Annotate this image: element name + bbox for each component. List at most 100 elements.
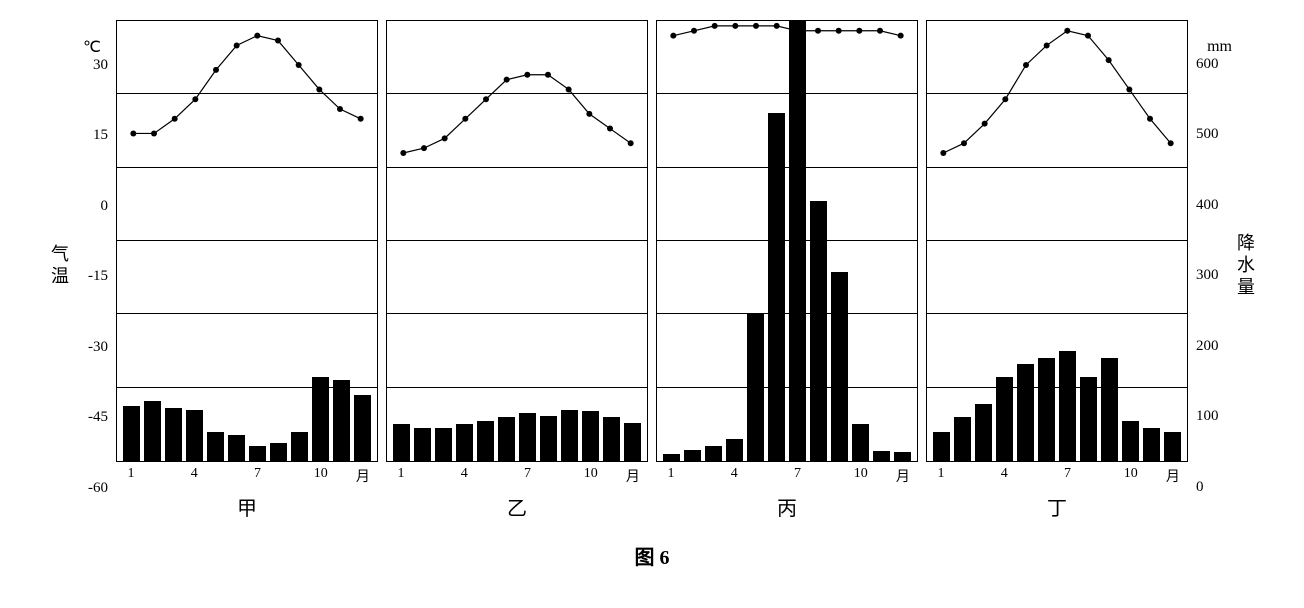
right-tick: 500 bbox=[1196, 126, 1228, 143]
x-tick bbox=[435, 466, 451, 486]
temp-line bbox=[117, 21, 377, 461]
temp-marker bbox=[1064, 28, 1070, 34]
temp-marker bbox=[442, 135, 448, 141]
x-tick: 月 bbox=[1165, 466, 1181, 486]
temp-marker bbox=[545, 72, 551, 78]
temp-polyline bbox=[673, 26, 900, 36]
x-tick bbox=[562, 466, 578, 486]
x-tick: 4 bbox=[996, 466, 1012, 486]
temp-marker bbox=[712, 23, 718, 29]
x-tick bbox=[498, 466, 514, 486]
x-tick bbox=[541, 466, 557, 486]
temp-marker bbox=[462, 116, 468, 122]
temp-marker bbox=[940, 150, 946, 156]
temp-marker bbox=[213, 67, 219, 73]
right-ticks: 6005004003002001000 bbox=[1192, 56, 1232, 496]
plot-area bbox=[116, 20, 378, 462]
temp-marker bbox=[1168, 140, 1174, 146]
temp-marker bbox=[337, 106, 343, 112]
left-tick: 15 bbox=[76, 127, 108, 144]
temp-marker bbox=[296, 62, 302, 68]
x-tick bbox=[207, 466, 223, 486]
x-tick bbox=[334, 466, 350, 486]
x-tick bbox=[811, 466, 827, 486]
x-tick bbox=[1081, 466, 1097, 486]
x-tick: 7 bbox=[1059, 466, 1075, 486]
left-tick: -60 bbox=[76, 480, 108, 497]
x-tick: 1 bbox=[123, 466, 139, 486]
right-tick: 300 bbox=[1196, 267, 1228, 284]
x-tick: 10 bbox=[1123, 466, 1139, 486]
temp-marker bbox=[358, 116, 364, 122]
left-unit: ℃ bbox=[72, 35, 112, 57]
panel-label: 乙 bbox=[507, 492, 527, 521]
temp-line bbox=[927, 21, 1187, 461]
x-tick: 1 bbox=[663, 466, 679, 486]
climate-panel-乙: 14710月乙 bbox=[386, 10, 648, 521]
temp-marker bbox=[192, 96, 198, 102]
temp-marker bbox=[1023, 62, 1029, 68]
temp-marker bbox=[1044, 42, 1050, 48]
panel-label: 丙 bbox=[777, 492, 797, 521]
panel-label: 甲 bbox=[237, 492, 257, 521]
x-tick bbox=[292, 466, 308, 486]
x-axis: 14710月 bbox=[927, 462, 1187, 486]
x-tick: 7 bbox=[249, 466, 265, 486]
left-tick: 0 bbox=[76, 198, 108, 215]
temp-marker bbox=[877, 28, 883, 34]
temp-marker bbox=[774, 23, 780, 29]
temp-marker bbox=[961, 140, 967, 146]
x-tick bbox=[705, 466, 721, 486]
temp-line bbox=[657, 21, 917, 461]
x-tick bbox=[604, 466, 620, 486]
x-tick bbox=[747, 466, 763, 486]
temp-marker bbox=[586, 111, 592, 117]
temp-polyline bbox=[403, 75, 630, 153]
x-axis: 14710月 bbox=[387, 462, 647, 486]
x-tick bbox=[768, 466, 784, 486]
temp-marker bbox=[794, 28, 800, 34]
temp-marker bbox=[607, 126, 613, 132]
temp-marker bbox=[691, 28, 697, 34]
panels-row: 气温 ℃ 30150-15-30-45-60 14710月甲14710月乙147… bbox=[46, 10, 1258, 521]
x-tick: 1 bbox=[393, 466, 409, 486]
temp-marker bbox=[815, 28, 821, 34]
x-tick bbox=[414, 466, 430, 486]
temp-marker bbox=[670, 33, 676, 39]
temp-marker bbox=[566, 86, 572, 92]
temp-marker bbox=[836, 28, 842, 34]
temp-marker bbox=[130, 130, 136, 136]
temp-line bbox=[387, 21, 647, 461]
temp-marker bbox=[275, 38, 281, 44]
plot-area bbox=[386, 20, 648, 462]
temp-marker bbox=[254, 33, 260, 39]
x-tick bbox=[832, 466, 848, 486]
temp-marker bbox=[504, 77, 510, 83]
x-tick bbox=[228, 466, 244, 486]
x-tick: 4 bbox=[456, 466, 472, 486]
temp-marker bbox=[316, 86, 322, 92]
temp-marker bbox=[1126, 86, 1132, 92]
right-tick: 0 bbox=[1196, 479, 1228, 496]
x-tick bbox=[1017, 466, 1033, 486]
x-tick bbox=[165, 466, 181, 486]
temp-marker bbox=[151, 130, 157, 136]
x-tick: 7 bbox=[789, 466, 805, 486]
temp-polyline bbox=[133, 36, 360, 134]
x-tick: 10 bbox=[313, 466, 329, 486]
temp-marker bbox=[172, 116, 178, 122]
temp-marker bbox=[234, 42, 240, 48]
temp-marker bbox=[1002, 96, 1008, 102]
x-tick: 4 bbox=[186, 466, 202, 486]
temp-marker bbox=[856, 28, 862, 34]
plot-area bbox=[656, 20, 918, 462]
panels-container: 14710月甲14710月乙14710月丙14710月丁 bbox=[112, 10, 1192, 521]
x-tick bbox=[954, 466, 970, 486]
right-axis-label: 降水量 bbox=[1232, 233, 1258, 299]
x-tick bbox=[1038, 466, 1054, 486]
figure-caption: 图 6 bbox=[635, 541, 670, 570]
x-tick bbox=[975, 466, 991, 486]
right-unit: mm bbox=[1192, 36, 1232, 56]
temp-marker bbox=[628, 140, 634, 146]
left-ticks: 30150-15-30-45-60 bbox=[72, 57, 112, 497]
